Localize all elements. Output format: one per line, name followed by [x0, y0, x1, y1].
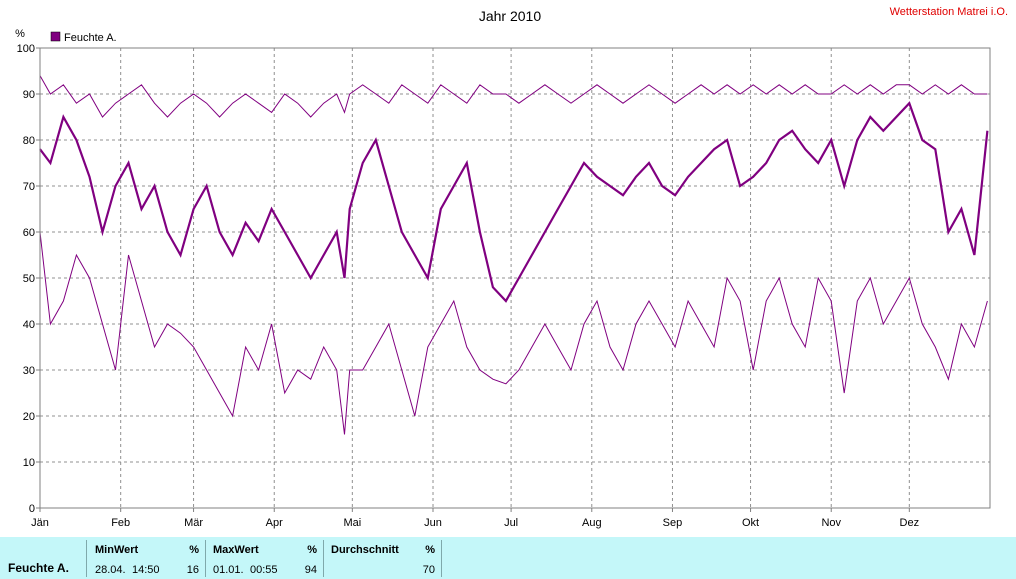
y-tick-label: 90 — [23, 89, 35, 101]
y-tick-label: 100 — [17, 43, 35, 55]
stats-series-label: Feuchte A. — [8, 561, 69, 575]
y-tick-label: 40 — [23, 319, 35, 331]
stat-avg-unit: % — [425, 544, 435, 556]
stat-min-date: 28.04. — [95, 564, 126, 576]
x-tick-label: Nov — [821, 517, 841, 529]
stat-min: MinWert % 28.04. 14:50 16 — [86, 540, 205, 577]
x-tick-label: Dez — [900, 517, 920, 529]
stat-avg-value: 70 — [422, 564, 435, 576]
station-name: Wetterstation Matrei i.O. — [890, 6, 1008, 18]
x-tick-label: Jul — [504, 517, 518, 529]
stat-max-date: 01.01. — [213, 564, 244, 576]
y-tick-label: 10 — [23, 457, 35, 469]
series-avg-line — [39, 101, 989, 303]
y-tick-label: 20 — [23, 411, 35, 423]
stat-max: MaxWert % 01.01. 00:55 94 — [205, 540, 323, 577]
x-tick-label: Aug — [582, 517, 602, 529]
stat-max-time: 00:55 — [250, 564, 278, 576]
plot-frame — [39, 47, 991, 509]
series-lines — [39, 75, 989, 435]
x-tick-label: Jän — [31, 517, 49, 529]
series-max-line — [39, 75, 988, 118]
y-tick-label: 30 — [23, 365, 35, 377]
stat-min-value: 16 — [186, 564, 199, 576]
stat-avg: Durchschnitt % 70 — [323, 540, 442, 577]
humidity-chart: Jahr 2010 Wetterstation Matrei i.O. % Fe… — [15, 6, 1008, 529]
legend: Feuchte A. — [50, 31, 117, 44]
stats-bar: Feuchte A. MinWert % 28.04. 14:50 16 Max… — [0, 537, 1016, 579]
y-tick-label: 60 — [23, 227, 35, 239]
chart-title: Jahr 2010 — [479, 8, 541, 24]
x-axis: Jän Feb Mär Apr Mai Jun Jul Aug Sep Okt Nov Dez — [31, 508, 919, 529]
stat-max-value: 94 — [304, 564, 317, 576]
y-axis: 0 10 20 30 40 50 60 70 80 90 100 — [17, 43, 40, 515]
stat-max-header: MaxWert — [213, 544, 259, 556]
x-tick-label: Apr — [266, 517, 283, 529]
x-tick-label: Sep — [663, 517, 683, 529]
x-tick-label: Jun — [424, 517, 442, 529]
x-tick-label: Okt — [742, 517, 759, 529]
stat-avg-header: Durchschnitt — [331, 544, 399, 556]
legend-swatch — [50, 31, 61, 42]
stat-min-unit: % — [189, 544, 199, 556]
stat-min-header: MinWert — [95, 544, 139, 556]
y-tick-label: 70 — [23, 181, 35, 193]
y-tick-label: 80 — [23, 135, 35, 147]
stat-max-unit: % — [307, 544, 317, 556]
x-tick-label: Mär — [184, 517, 203, 529]
y-tick-label: 50 — [23, 273, 35, 285]
x-tick-label: Mai — [343, 517, 361, 529]
stat-min-time: 14:50 — [132, 564, 160, 576]
series-min-line — [39, 231, 988, 435]
grid — [40, 48, 990, 508]
x-tick-label: Feb — [111, 517, 130, 529]
y-axis-unit: % — [15, 28, 25, 40]
legend-label: Feuchte A. — [64, 32, 117, 44]
y-tick-label: 0 — [29, 503, 35, 515]
